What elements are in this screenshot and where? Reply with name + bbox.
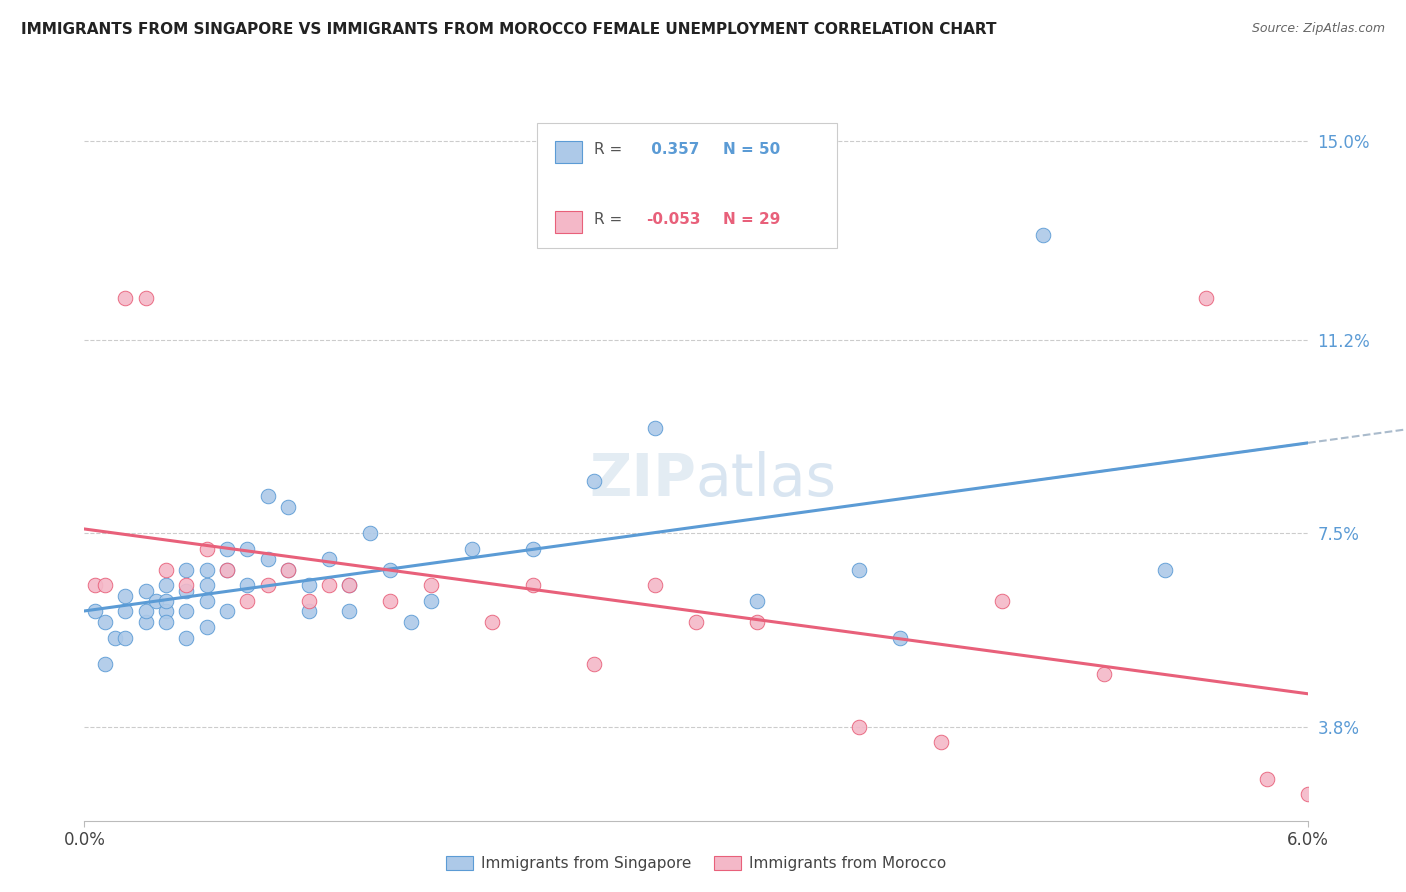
Point bbox=[522, 541, 544, 556]
Point bbox=[848, 563, 870, 577]
Point bbox=[145, 594, 167, 608]
Point bbox=[114, 605, 136, 619]
Point bbox=[236, 578, 259, 592]
Text: N = 29: N = 29 bbox=[723, 212, 780, 227]
Point bbox=[176, 583, 198, 598]
Point bbox=[155, 563, 177, 577]
Point bbox=[420, 594, 443, 608]
Point bbox=[522, 578, 544, 592]
Point bbox=[155, 615, 177, 629]
Point bbox=[747, 615, 769, 629]
Point bbox=[176, 605, 198, 619]
Point bbox=[277, 500, 299, 514]
Point bbox=[380, 594, 402, 608]
Point bbox=[1092, 667, 1115, 681]
Point bbox=[217, 605, 239, 619]
Text: R =: R = bbox=[595, 142, 623, 157]
Bar bbox=[555, 211, 582, 233]
Point bbox=[83, 605, 105, 619]
Text: Source: ZipAtlas.com: Source: ZipAtlas.com bbox=[1251, 22, 1385, 36]
Point bbox=[257, 552, 280, 566]
Point bbox=[155, 594, 177, 608]
Text: IMMIGRANTS FROM SINGAPORE VS IMMIGRANTS FROM MOROCCO FEMALE UNEMPLOYMENT CORRELA: IMMIGRANTS FROM SINGAPORE VS IMMIGRANTS … bbox=[21, 22, 997, 37]
Point bbox=[83, 578, 105, 592]
Point bbox=[217, 563, 239, 577]
Point bbox=[114, 291, 136, 305]
Point bbox=[114, 589, 136, 603]
Point bbox=[583, 474, 606, 488]
Point bbox=[114, 631, 136, 645]
Point bbox=[236, 541, 259, 556]
Point bbox=[135, 605, 157, 619]
Point bbox=[195, 620, 218, 634]
Point bbox=[93, 578, 117, 592]
Point bbox=[747, 594, 769, 608]
Point bbox=[1195, 291, 1218, 305]
Text: -0.053: -0.053 bbox=[645, 212, 700, 227]
Point bbox=[93, 615, 117, 629]
Point bbox=[298, 578, 321, 592]
Point bbox=[339, 578, 361, 592]
Point bbox=[461, 541, 484, 556]
Point bbox=[380, 563, 402, 577]
Point bbox=[1296, 788, 1319, 802]
Point bbox=[1032, 227, 1054, 242]
Point bbox=[217, 541, 239, 556]
Point bbox=[339, 605, 361, 619]
Point bbox=[155, 605, 177, 619]
Point bbox=[848, 719, 870, 733]
Point bbox=[135, 291, 157, 305]
Text: R =: R = bbox=[595, 212, 623, 227]
Text: atlas: atlas bbox=[696, 451, 837, 508]
FancyBboxPatch shape bbox=[537, 123, 837, 248]
Point bbox=[257, 490, 280, 504]
Point bbox=[104, 631, 127, 645]
Point bbox=[236, 594, 259, 608]
Point bbox=[277, 563, 299, 577]
Point bbox=[195, 541, 218, 556]
Point bbox=[298, 605, 321, 619]
Point bbox=[644, 421, 666, 435]
Point bbox=[195, 563, 218, 577]
Legend: Immigrants from Singapore, Immigrants from Morocco: Immigrants from Singapore, Immigrants fr… bbox=[440, 850, 952, 878]
Point bbox=[298, 594, 321, 608]
Point bbox=[135, 615, 157, 629]
Point bbox=[481, 615, 503, 629]
Point bbox=[685, 615, 707, 629]
Point bbox=[339, 578, 361, 592]
Point bbox=[644, 578, 666, 592]
Point bbox=[195, 594, 218, 608]
Point bbox=[318, 552, 340, 566]
Point bbox=[155, 578, 177, 592]
Point bbox=[135, 583, 157, 598]
Point bbox=[257, 578, 280, 592]
Point bbox=[583, 657, 606, 671]
Point bbox=[277, 563, 299, 577]
Point bbox=[359, 526, 381, 541]
Point bbox=[93, 657, 117, 671]
Point bbox=[889, 631, 911, 645]
Text: 0.357: 0.357 bbox=[645, 142, 699, 157]
Point bbox=[176, 631, 198, 645]
Point bbox=[195, 578, 218, 592]
Text: N = 50: N = 50 bbox=[723, 142, 780, 157]
Point bbox=[217, 563, 239, 577]
Point bbox=[929, 735, 952, 749]
Point bbox=[1154, 563, 1177, 577]
Point bbox=[176, 578, 198, 592]
Point bbox=[1256, 772, 1278, 786]
Text: ZIP: ZIP bbox=[589, 451, 696, 508]
Point bbox=[991, 594, 1014, 608]
Point bbox=[399, 615, 422, 629]
Bar bbox=[555, 141, 582, 163]
Point bbox=[420, 578, 443, 592]
Point bbox=[176, 563, 198, 577]
Point bbox=[318, 578, 340, 592]
